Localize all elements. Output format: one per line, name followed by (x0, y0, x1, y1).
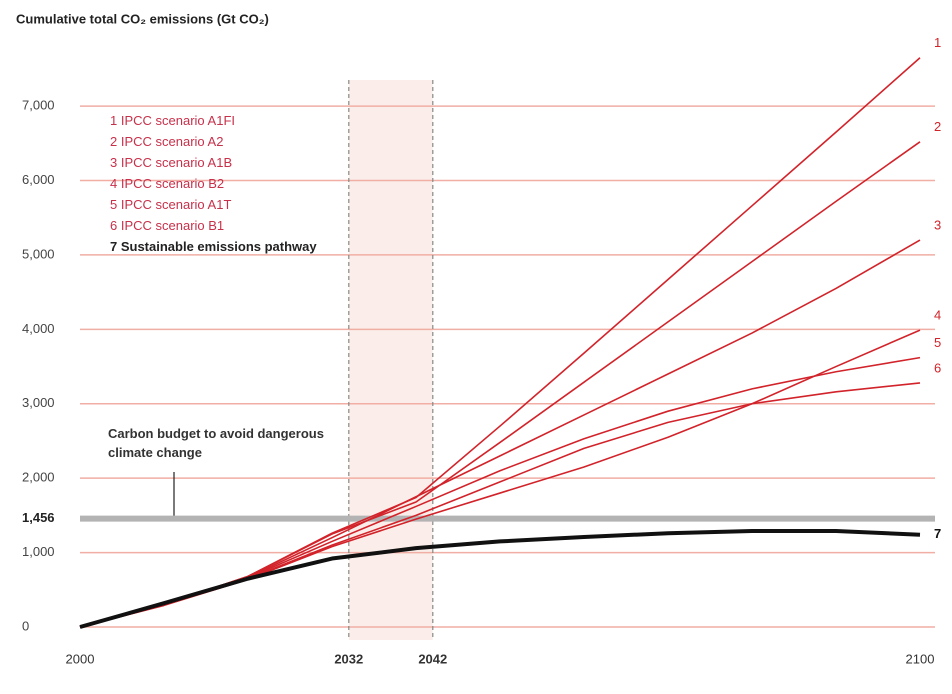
y-tick-label: 1,000 (22, 544, 55, 559)
x-tick-label: 2000 (66, 651, 95, 666)
x-tick-label: 2032 (334, 651, 363, 666)
y-tick-label: 2,000 (22, 470, 55, 485)
series-line (79, 529, 921, 629)
end-label: 7 (934, 526, 941, 541)
y-tick-label: 6,000 (22, 172, 55, 187)
y-tick-label: 4,000 (22, 321, 55, 336)
legend-item: 4 IPCC scenario B2 (110, 176, 225, 191)
legend-item: 7 Sustainable emissions pathway (110, 239, 317, 254)
y-tick-label: 3,000 (22, 395, 55, 410)
end-label: 4 (934, 308, 941, 323)
end-label: 6 (934, 360, 941, 375)
chart-title: Cumulative total CO₂ emissions (Gt CO₂) (16, 11, 269, 26)
legend-item: 3 IPCC scenario A1B (110, 155, 233, 170)
x-tick-label: 2100 (906, 651, 935, 666)
end-label: 5 (934, 335, 941, 350)
y-tick-label: 7,000 (22, 98, 55, 113)
end-label: 3 (934, 217, 941, 232)
end-label: 2 (934, 119, 941, 134)
legend: 1 IPCC scenario A1FI 2 IPCC scenario A2 3 … (110, 110, 350, 257)
end-label: 1 (934, 35, 941, 50)
x-tick-label: 2042 (418, 651, 447, 666)
legend-item: 6 IPCC scenario B1 (110, 218, 225, 233)
legend-item: 2 IPCC scenario A2 (110, 134, 224, 149)
legend-item: 1 IPCC scenario A1FI (110, 113, 235, 128)
y-tick-label: 5,000 (22, 246, 55, 261)
y-tick-label: 0 (22, 618, 29, 633)
budget-tick-label: 1,456 (22, 510, 55, 525)
budget-annotation: Carbon budget to avoid dangerous climate… (108, 426, 324, 460)
legend-item: 5 IPCC scenario A1T (110, 197, 232, 212)
